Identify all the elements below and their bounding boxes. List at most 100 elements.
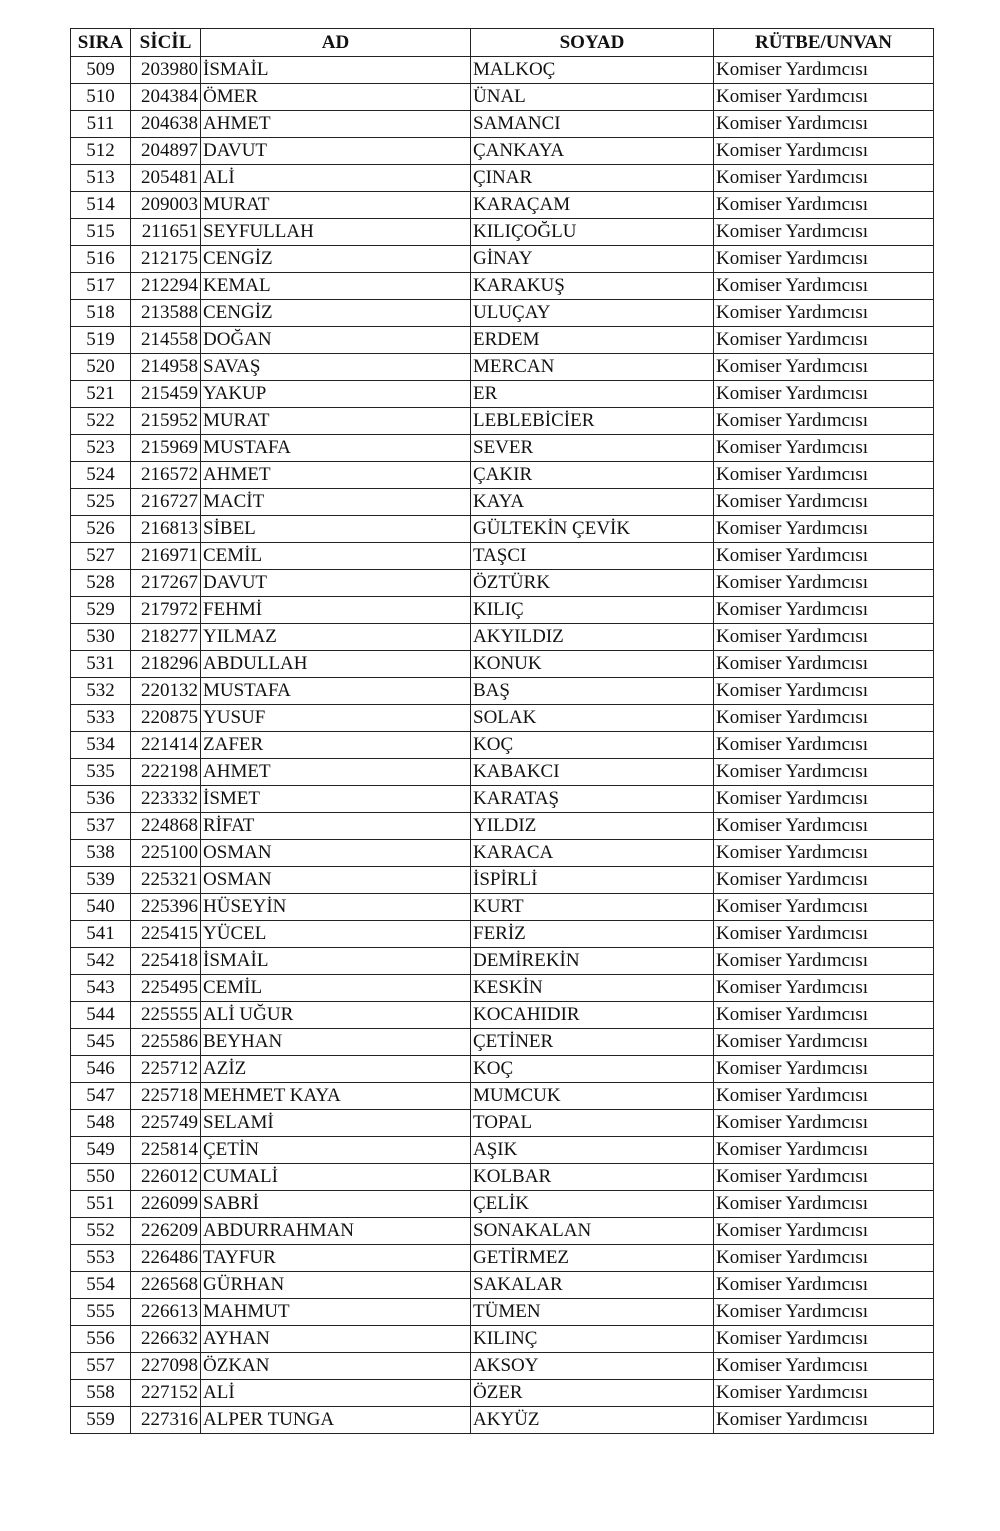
table-row: 547 225718 MEHMET KAYA MUMCUK Komiser Yardım… — [70, 1082, 934, 1110]
table-row: 548 225749 SELAMİ TOPAL Komiser Yardımcısı — [70, 1109, 934, 1137]
table-row: 551 226099 SABRİ ÇELİK Komiser Yardımcısı — [70, 1190, 934, 1218]
rutbe-cell: Komiser Yardımcısı — [713, 299, 934, 327]
sira-cell: 550 — [70, 1163, 131, 1191]
sira-cell: 518 — [70, 299, 131, 327]
soyad-cell: YILDIZ — [470, 812, 714, 840]
table-row: 537 224868 RİFAT YILDIZ Komiser Yardımcısı — [70, 812, 934, 840]
table-row: 534 221414 ZAFER KOÇ Komiser Yardımcısı — [70, 731, 934, 759]
rutbe-cell: Komiser Yardımcısı — [713, 1298, 934, 1326]
table-row: 529 217972 FEHMİ KILIÇ Komiser Yardımcısı — [70, 596, 934, 624]
soyad-cell: BAŞ — [470, 677, 714, 705]
rutbe-cell: Komiser Yardımcısı — [713, 920, 934, 948]
soyad-cell: FERİZ — [470, 920, 714, 948]
sira-cell: 551 — [70, 1190, 131, 1218]
sira-cell: 549 — [70, 1136, 131, 1164]
sira-cell: 552 — [70, 1217, 131, 1245]
ad-cell: YUSUF — [200, 704, 471, 732]
sicil-cell: 216813 — [130, 515, 201, 543]
table-row: 549 225814 ÇETİN AŞIK Komiser Yardımcısı — [70, 1136, 934, 1164]
sira-cell: 545 — [70, 1028, 131, 1056]
soyad-cell: TÜMEN — [470, 1298, 714, 1326]
soyad-cell: KILIÇOĞLU — [470, 218, 714, 246]
ad-cell: SEYFULLAH — [200, 218, 471, 246]
table-row: 552 226209 ABDURRAHMAN SONAKALAN Komiser Yar… — [70, 1217, 934, 1245]
table-row: 531 218296 ABDULLAH KONUK Komiser Yardımcısı — [70, 650, 934, 678]
sira-cell: 536 — [70, 785, 131, 813]
rutbe-cell: Komiser Yardımcısı — [713, 137, 934, 165]
rutbe-cell: Komiser Yardımcısı — [713, 353, 934, 381]
ad-cell: İSMET — [200, 785, 471, 813]
ad-cell: ALPER TUNGA — [200, 1406, 471, 1434]
soyad-cell: ERDEM — [470, 326, 714, 354]
ad-cell: SİBEL — [200, 515, 471, 543]
sira-cell: 555 — [70, 1298, 131, 1326]
ad-cell: AZİZ — [200, 1055, 471, 1083]
soyad-cell: TOPAL — [470, 1109, 714, 1137]
soyad-cell: GÜLTEKİN ÇEVİK — [470, 515, 714, 543]
sira-cell: 530 — [70, 623, 131, 651]
header-sicil: SİCİL — [130, 28, 201, 57]
soyad-cell: AKSOY — [470, 1352, 714, 1380]
rutbe-cell: Komiser Yardımcısı — [713, 947, 934, 975]
sicil-cell: 212175 — [130, 245, 201, 273]
sicil-cell: 215969 — [130, 434, 201, 462]
table-row: 533 220875 YUSUF SOLAK Komiser Yardımcısı — [70, 704, 934, 732]
ad-cell: DAVUT — [200, 137, 471, 165]
table-row: 511 204638 AHMET SAMANCI Komiser Yardımcısı — [70, 110, 934, 138]
ad-cell: İSMAİL — [200, 56, 471, 84]
table-row: 510 204384 ÖMER ÜNAL Komiser Yardımcısı — [70, 83, 934, 111]
table-row: 516 212175 CENGİZ GİNAY Komiser Yardımcısı — [70, 245, 934, 273]
rutbe-cell: Komiser Yardımcısı — [713, 866, 934, 894]
sira-cell: 554 — [70, 1271, 131, 1299]
sicil-cell: 226012 — [130, 1163, 201, 1191]
sira-cell: 559 — [70, 1406, 131, 1434]
table-row: 523 215969 MUSTAFA SEVER Komiser Yardımcısı — [70, 434, 934, 462]
soyad-cell: KOÇ — [470, 731, 714, 759]
table-row: 554 226568 GÜRHAN SAKALAR Komiser Yardımcısı — [70, 1271, 934, 1299]
table-row: 545 225586 BEYHAN ÇETİNER Komiser Yardımcısı — [70, 1028, 934, 1056]
rutbe-cell: Komiser Yardımcısı — [713, 1325, 934, 1353]
sicil-cell: 216971 — [130, 542, 201, 570]
ad-cell: ÇETİN — [200, 1136, 471, 1164]
ad-cell: OSMAN — [200, 839, 471, 867]
sicil-cell: 215952 — [130, 407, 201, 435]
table-row: 550 226012 CUMALİ KOLBAR Komiser Yardımcısı — [70, 1163, 934, 1191]
rutbe-cell: Komiser Yardımcısı — [713, 974, 934, 1002]
soyad-cell: KABAKCI — [470, 758, 714, 786]
table-row: 540 225396 HÜSEYİN KURT Komiser Yardımcısı — [70, 893, 934, 921]
rutbe-cell: Komiser Yardımcısı — [713, 1055, 934, 1083]
ad-cell: AYHAN — [200, 1325, 471, 1353]
soyad-cell: TAŞCI — [470, 542, 714, 570]
ad-cell: MURAT — [200, 191, 471, 219]
table-row: 532 220132 MUSTAFA BAŞ Komiser Yardımcısı — [70, 677, 934, 705]
soyad-cell: KARACA — [470, 839, 714, 867]
soyad-cell: KESKİN — [470, 974, 714, 1002]
sicil-cell: 216727 — [130, 488, 201, 516]
ad-cell: CEMİL — [200, 542, 471, 570]
sira-cell: 511 — [70, 110, 131, 138]
soyad-cell: ÇINAR — [470, 164, 714, 192]
sira-cell: 546 — [70, 1055, 131, 1083]
rutbe-cell: Komiser Yardımcısı — [713, 1352, 934, 1380]
rutbe-cell: Komiser Yardımcısı — [713, 1163, 934, 1191]
ad-cell: FEHMİ — [200, 596, 471, 624]
sicil-cell: 225718 — [130, 1082, 201, 1110]
table-row: 528 217267 DAVUT ÖZTÜRK Komiser Yardımcısı — [70, 569, 934, 597]
sira-cell: 512 — [70, 137, 131, 165]
ad-cell: OSMAN — [200, 866, 471, 894]
soyad-cell: SAMANCI — [470, 110, 714, 138]
ad-cell: DAVUT — [200, 569, 471, 597]
sira-cell: 535 — [70, 758, 131, 786]
sicil-cell: 226632 — [130, 1325, 201, 1353]
sicil-cell: 204384 — [130, 83, 201, 111]
sira-cell: 523 — [70, 434, 131, 462]
soyad-cell: KONUK — [470, 650, 714, 678]
rutbe-cell: Komiser Yardımcısı — [713, 758, 934, 786]
rutbe-cell: Komiser Yardımcısı — [713, 488, 934, 516]
sicil-cell: 204897 — [130, 137, 201, 165]
soyad-cell: ÇANKAYA — [470, 137, 714, 165]
soyad-cell: SOLAK — [470, 704, 714, 732]
sicil-cell: 227152 — [130, 1379, 201, 1407]
rutbe-cell: Komiser Yardımcısı — [713, 650, 934, 678]
sira-cell: 515 — [70, 218, 131, 246]
